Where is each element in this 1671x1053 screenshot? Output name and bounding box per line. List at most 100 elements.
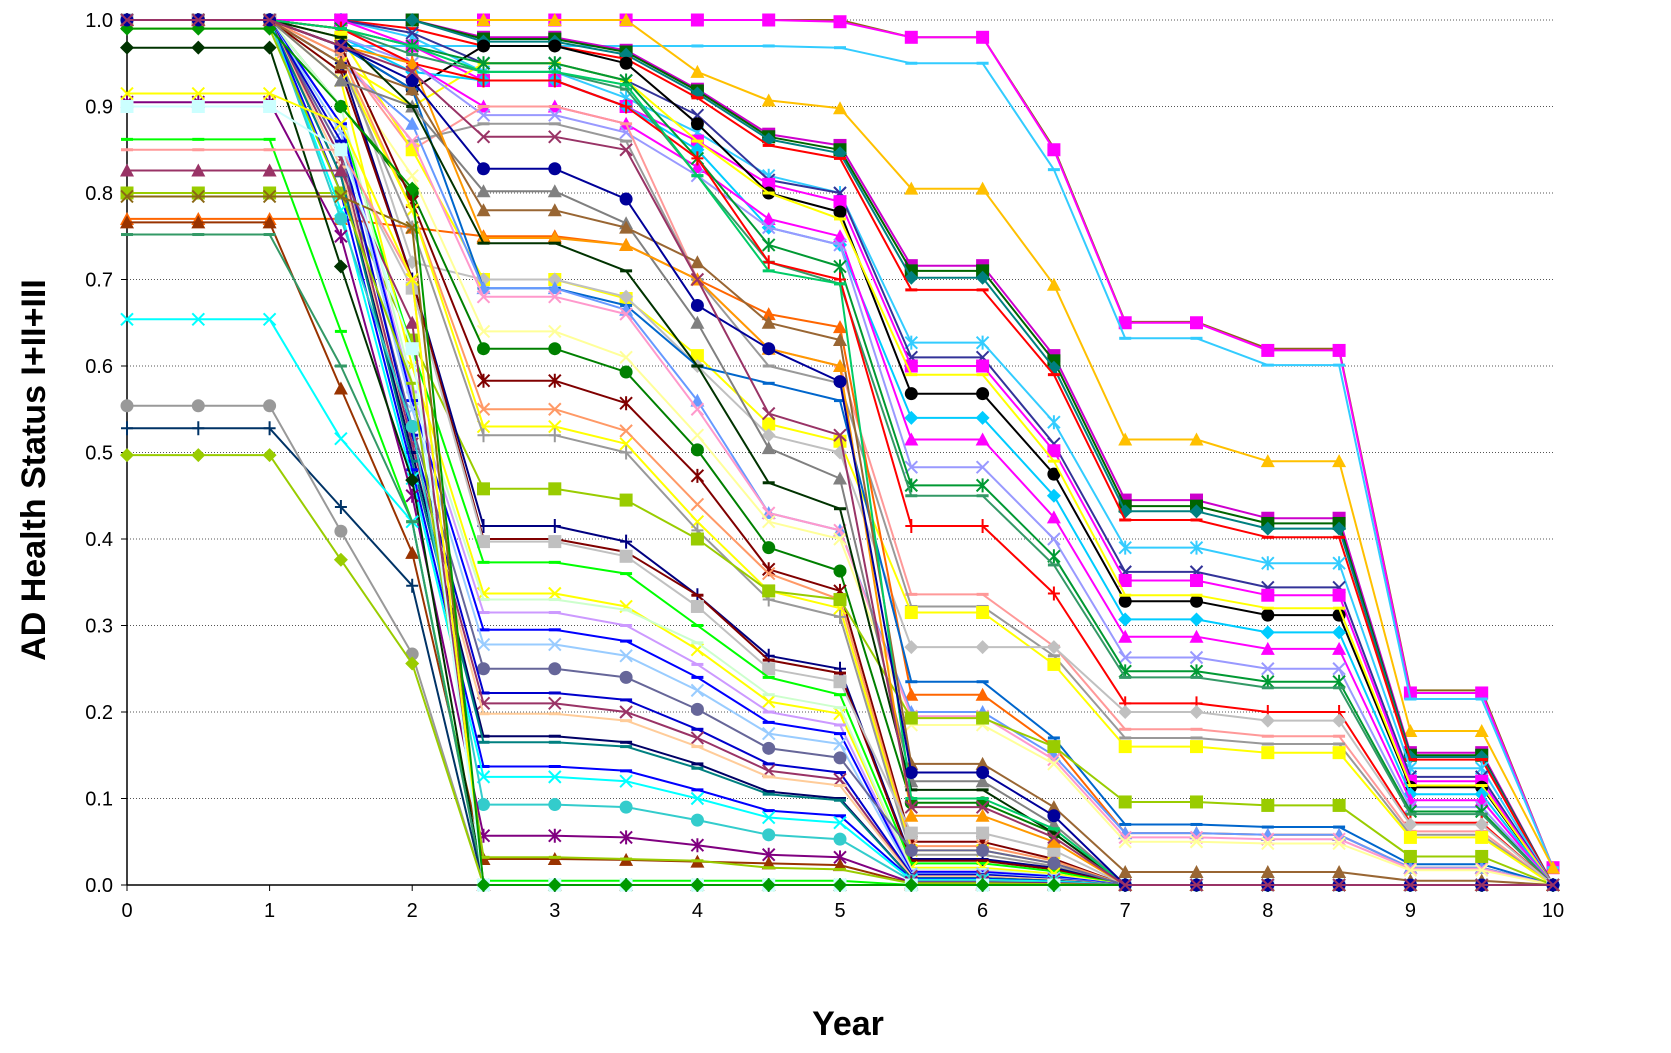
- data-point: [904, 826, 918, 840]
- data-point: [620, 534, 633, 549]
- data-point: [1260, 713, 1275, 728]
- data-point: [1189, 650, 1204, 665]
- data-point: [833, 832, 847, 846]
- data-point: [761, 428, 776, 443]
- data-point: [548, 637, 562, 652]
- data-point: [1047, 740, 1061, 754]
- data-point: [905, 519, 918, 534]
- data-point: [548, 108, 562, 122]
- data-point: [1403, 849, 1417, 863]
- data-point: [833, 101, 847, 115]
- data-point: [476, 324, 491, 339]
- data-point: [334, 499, 347, 514]
- data-point: [120, 399, 134, 413]
- data-point: [334, 143, 348, 157]
- data-point: [1189, 504, 1204, 519]
- data-point: [975, 270, 990, 285]
- data-point: [405, 342, 419, 356]
- data-point: [833, 320, 847, 334]
- data-point: [1546, 878, 1560, 892]
- data-point: [690, 298, 704, 312]
- data-point: [548, 130, 562, 144]
- data-point: [262, 448, 277, 463]
- data-point: [476, 230, 491, 244]
- data-point: [1047, 757, 1061, 771]
- data-point: [833, 675, 847, 689]
- data-point: [761, 694, 776, 709]
- data-point: [476, 203, 491, 217]
- data-point: [833, 205, 847, 219]
- data-point: [548, 324, 562, 339]
- data-point: [833, 593, 847, 607]
- data-point: [762, 342, 776, 356]
- data-point: [690, 838, 705, 853]
- data-point: [1047, 752, 1061, 767]
- data-point: [690, 468, 705, 483]
- data-point: [834, 609, 846, 624]
- data-point: [1260, 865, 1275, 879]
- data-point: [619, 192, 633, 206]
- data-point: [405, 656, 420, 671]
- data-point: [619, 220, 634, 234]
- data-point: [405, 545, 420, 559]
- data-point: [1046, 800, 1061, 814]
- data-point: [191, 100, 205, 113]
- data-point: [690, 702, 704, 716]
- data-point: [1403, 817, 1418, 832]
- data-point: [761, 726, 776, 741]
- data-point: [1474, 724, 1489, 738]
- data-point: [1190, 316, 1203, 330]
- data-point: [904, 30, 918, 44]
- data-point: [619, 878, 634, 892]
- data-point: [262, 40, 277, 55]
- data-point: [191, 163, 206, 177]
- data-point: [690, 532, 704, 546]
- data-point: [191, 86, 206, 101]
- data-point: [976, 606, 990, 620]
- data-point: [1046, 488, 1061, 503]
- data-point: [833, 532, 847, 546]
- data-point: [1332, 343, 1346, 357]
- data-point: [904, 606, 918, 620]
- x-tick-label: 3: [549, 900, 560, 922]
- data-point: [833, 772, 847, 787]
- data-point: [761, 406, 776, 421]
- data-point: [975, 432, 990, 446]
- x-tick-label: 7: [1120, 900, 1131, 922]
- data-point: [334, 189, 348, 204]
- data-point: [191, 189, 206, 204]
- y-tick-label: 0.9: [85, 97, 113, 119]
- data-point: [975, 800, 990, 814]
- data-point: [1332, 713, 1347, 728]
- data-point: [548, 535, 562, 549]
- y-tick-label: 0.2: [85, 702, 113, 724]
- data-point: [548, 428, 561, 443]
- data-point: [334, 431, 348, 446]
- data-point: [619, 365, 633, 379]
- data-point: [548, 519, 561, 534]
- data-point: [690, 402, 705, 416]
- data-point: [975, 774, 990, 788]
- data-point: [1332, 798, 1346, 812]
- data-point: [1261, 878, 1275, 892]
- x-tick-label: 0: [121, 900, 132, 922]
- data-point: [334, 212, 348, 226]
- data-point: [690, 878, 705, 892]
- data-point: [1047, 657, 1061, 671]
- data-point: [976, 387, 990, 401]
- data-point: [405, 203, 419, 218]
- data-point: [975, 756, 990, 770]
- data-point: [405, 315, 420, 329]
- data-point: [690, 315, 705, 329]
- data-point: [1190, 740, 1203, 754]
- data-point: [691, 151, 704, 166]
- data-point: [762, 417, 776, 431]
- data-point: [1332, 625, 1347, 640]
- data-point: [1261, 662, 1275, 676]
- data-point: [1261, 588, 1275, 602]
- data-point: [548, 696, 562, 711]
- data-point: [904, 181, 919, 195]
- data-point: [1332, 746, 1346, 760]
- data-point: [619, 289, 634, 304]
- data-point: [761, 237, 776, 252]
